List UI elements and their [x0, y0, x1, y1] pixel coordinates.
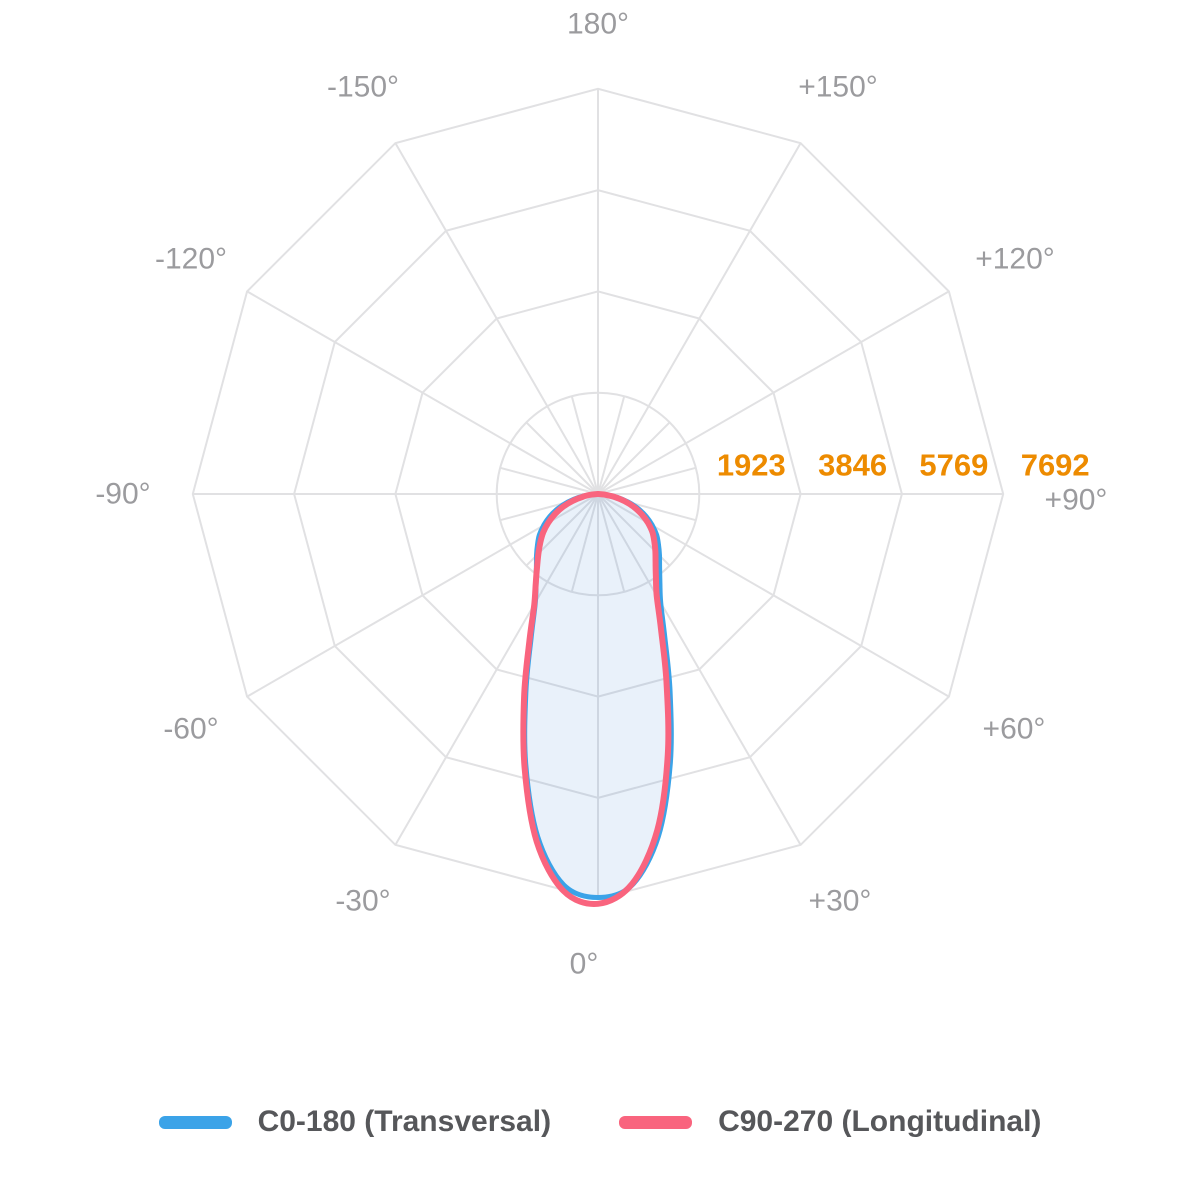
grid-spoke: [570, 493, 599, 593]
legend-item-c90-270[interactable]: C90-270 (Longitudinal): [619, 1104, 1041, 1140]
angle-label: +90°: [1045, 484, 1108, 517]
angle-label: -30°: [335, 885, 390, 918]
polar-grid: [191, 87, 1005, 901]
legend-item-c0-180[interactable]: C0-180 (Transversal): [158, 1104, 552, 1140]
grid-spoke: [597, 466, 697, 495]
series-c0-180: [522, 491, 674, 900]
legend-label-c90-270: C90-270 (Longitudinal): [718, 1105, 1042, 1138]
radial-tick-label: 3846: [818, 448, 887, 483]
grid-spoke: [597, 493, 802, 846]
grid-spoke: [394, 142, 599, 495]
angle-label: +150°: [798, 71, 878, 104]
radial-tick-label: 5769: [919, 448, 988, 483]
angle-label: -120°: [155, 243, 227, 276]
grid-spoke: [570, 395, 599, 495]
grid-spoke: [597, 395, 626, 495]
legend-label-c0-180: C0-180 (Transversal): [257, 1105, 552, 1138]
angle-label: -60°: [163, 713, 218, 746]
angle-axis-labels: 180° -150° +150° -120° +120° -90° +90° -60° +60°…: [95, 8, 1107, 981]
radial-axis-labels: 1923 3846 5769 7692: [717, 448, 1090, 483]
angle-label: 180°: [567, 8, 629, 41]
angle-label: +120°: [975, 243, 1055, 276]
chart-legend: C0-180 (Transversal) C90-270 (Longitudin…: [0, 1104, 1200, 1140]
grid-spoke: [597, 493, 950, 698]
legend-swatch-c0-180: [158, 1115, 232, 1129]
grid-spoke: [525, 421, 599, 495]
grid-spoke: [597, 290, 950, 495]
grid-spoke: [597, 493, 626, 593]
radial-tick-label: 7692: [1021, 448, 1090, 483]
grid-spoke: [597, 421, 671, 495]
angle-label: +60°: [983, 713, 1046, 746]
radial-tick-label: 1923: [717, 448, 786, 483]
grid-spoke: [246, 290, 599, 495]
angle-label: 0°: [570, 948, 599, 981]
grid-spoke: [597, 142, 802, 495]
series-c90-270: [520, 491, 672, 908]
legend-swatch-c90-270: [619, 1115, 693, 1129]
grid-spoke: [499, 466, 599, 495]
grid-spoke: [246, 493, 599, 698]
angle-label: -150°: [327, 71, 399, 104]
grid-spoke: [394, 493, 599, 846]
angle-label: -90°: [95, 478, 150, 511]
angle-label: +30°: [809, 885, 872, 918]
polar-chart-svg: 180° -150° +150° -120° +120° -90° +90° -60° +60°…: [95, 8, 1107, 981]
